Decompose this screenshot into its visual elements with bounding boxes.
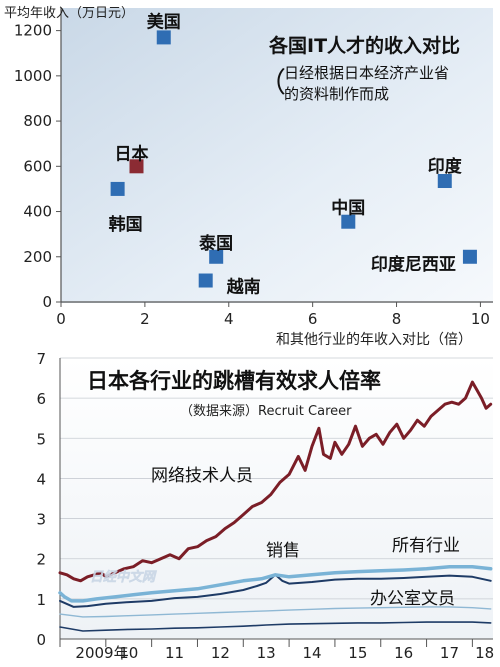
scatter-point-label: 泰国	[199, 233, 233, 254]
line-x-tick-label: 10	[119, 644, 138, 662]
scatter-y-tick-label: 1000	[14, 67, 52, 85]
line-y-tick-label: 7	[36, 350, 46, 368]
scatter-subtitle-line2: 的资料制作而成	[284, 85, 389, 103]
series-label-office-clerks: 办公室文员	[370, 589, 455, 609]
line-gridlines	[60, 357, 493, 600]
line-series-3	[59, 621, 492, 632]
line-series	[58, 380, 493, 632]
scatter-y-tick-label: 400	[23, 203, 52, 221]
scatter-point-3	[209, 249, 224, 264]
scatter-point-4	[198, 273, 213, 288]
line-y-tick-label: 5	[36, 430, 46, 448]
line-series-2	[58, 564, 493, 603]
scatter-point-label: 美国	[147, 11, 181, 32]
scatter-x-tick-labels: 0 2 4 6 8 10	[56, 302, 490, 328]
line-y-tick-label: 6	[36, 390, 46, 408]
line-y-tick-label: 2	[36, 551, 46, 569]
series-label-engineers: 网络技术人员	[151, 466, 253, 486]
scatter-point-5	[341, 214, 356, 229]
scatter-y-tick-label: 800	[23, 112, 52, 130]
line-title: 日本各行业的跳槽有效求人倍率	[87, 369, 381, 393]
svg-text:日经中文网: 日经中文网	[90, 569, 157, 585]
scatter-x-tick-label: 0	[56, 310, 66, 328]
watermark-logo: 日经中文网	[88, 565, 168, 587]
scatter-y-tick-label: 1200	[14, 22, 52, 40]
line-x-tick-label: 11	[165, 644, 184, 662]
line-x-tick-label: 14	[302, 644, 321, 662]
line-series-4	[59, 606, 492, 618]
scatter-y-tick-label: 200	[23, 248, 52, 266]
scatter-y-tick-labels: 0 200 400 600 800 1000 1200	[14, 22, 61, 311]
scatter-point-label: 印度	[428, 156, 463, 177]
line-x-tick-label: 16	[394, 644, 413, 662]
scatter-x-tick-label: 8	[392, 310, 402, 328]
scatter-point-label: 越南	[226, 277, 261, 298]
scatter-title: 各国IT人才的收入对比	[268, 34, 460, 57]
scatter-point-6	[437, 174, 452, 189]
line-x-tick-label: 17	[440, 644, 459, 662]
scatter-y-tick-label: 0	[42, 293, 52, 311]
scatter-xlabel: 和其他行业的年收入对比（倍）	[276, 332, 472, 348]
line-subtitle: （数据来源）Recruit Career	[180, 404, 352, 419]
line-y-tick-label: 0	[36, 631, 46, 649]
scatter-point-7	[462, 249, 477, 264]
line-series-1	[59, 573, 492, 608]
scatter-point-2	[110, 181, 125, 196]
series-label-sales: 销售	[266, 541, 300, 561]
series-label-all-industries: 所有行业	[392, 536, 460, 556]
scatter-point-label: 韩国	[109, 214, 143, 235]
scatter-point-label: 中国	[331, 198, 365, 219]
scatter-point-label: 日本	[114, 143, 148, 164]
line-x-tick-label: 2009年	[75, 644, 128, 662]
line-y-tick-label: 3	[36, 511, 46, 529]
scatter-plot-background	[61, 8, 493, 303]
scatter-x-tick-label: 4	[224, 310, 234, 328]
scatter-x-tick-label: 2	[140, 310, 150, 328]
line-plot-background	[60, 358, 493, 639]
line-x-tick-label: 13	[257, 644, 276, 662]
scatter-y-tick-label: 600	[23, 157, 52, 175]
scatter-subtitle-paren: （	[258, 66, 286, 99]
scatter-point-1	[129, 159, 144, 174]
scatter-point-label: 印度尼西亚	[371, 254, 456, 275]
scatter-ylabel: 平均年收入（万日元）	[4, 6, 134, 21]
scatter-x-tick-label: 10	[471, 310, 490, 328]
line-x-tick-label: 18	[475, 644, 494, 662]
line-x-tick-label: 12	[211, 644, 230, 662]
line-x-tick-label: 15	[348, 644, 367, 662]
scatter-x-tick-label: 6	[308, 310, 318, 328]
line-y-tick-label: 1	[36, 591, 46, 609]
scatter-subtitle-line1: 日经根据日本经济产业省	[284, 64, 449, 82]
scatter-point-0	[156, 30, 171, 45]
line-series-0	[58, 380, 493, 583]
line-y-tick-labels: 0 1 2 3 4 5 6 7	[36, 350, 46, 649]
scatter-chart: 平均年收入（万日元） 各国IT人才的收入对比 （ 日经根据日本经济产业省 的资料…	[4, 6, 493, 348]
line-y-tick-label: 4	[36, 470, 46, 488]
